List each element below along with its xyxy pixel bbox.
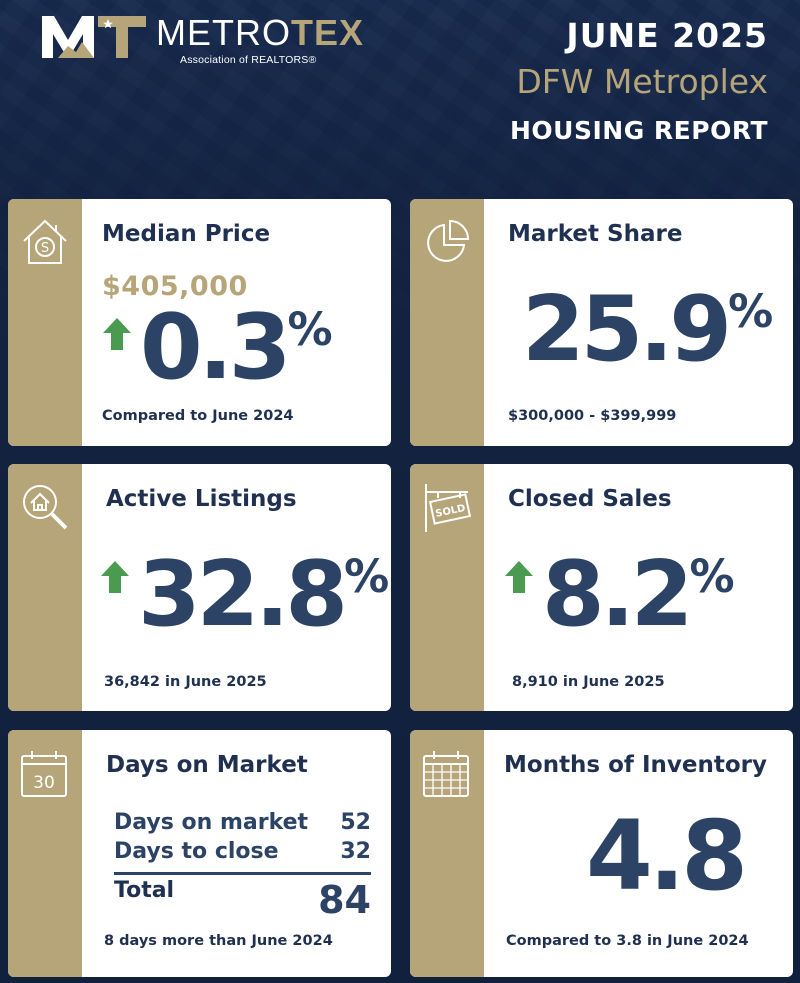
- percent-sign: %: [689, 550, 735, 603]
- report-month: JUNE 2025: [566, 16, 768, 55]
- median-price-value: $405,000: [102, 271, 248, 302]
- active-listings-card: Active Listings 32.8% 36,842 in June 202…: [8, 464, 391, 711]
- median-price-change-number: 0.3: [140, 295, 291, 400]
- closed-sales-card: SOLD Closed Sales 8.2% 8,910 in June 202…: [410, 464, 793, 711]
- active-listings-note: 36,842 in June 2025: [104, 674, 267, 690]
- closed-sales-change: 8.2%: [542, 550, 735, 640]
- active-listings-change-number: 32.8: [138, 542, 348, 647]
- metrotex-logo: METROTEX Association of REALTORS®: [38, 10, 378, 66]
- market-share-number: 25.9: [522, 277, 732, 382]
- median-price-note: Compared to June 2024: [102, 408, 294, 424]
- market-share-value: 25.9%: [522, 285, 773, 375]
- market-share-title: Market Share: [508, 221, 683, 247]
- dom-row-label: Days on market: [114, 810, 309, 835]
- days-on-market-card: 30 Days on Market Days on market 52 Days…: [8, 730, 391, 977]
- closed-sales-note: 8,910 in June 2025: [512, 674, 665, 690]
- card-stripe: [410, 730, 484, 977]
- card-stripe: [410, 464, 484, 711]
- dom-total-value: 84: [318, 878, 371, 922]
- median-price-title: Median Price: [102, 221, 271, 247]
- card-stripe: [8, 730, 82, 977]
- pie-chart-icon: [427, 219, 470, 262]
- calendar-day-text: 30: [33, 773, 55, 793]
- dom-row-days-on-market: Days on market 52: [114, 810, 371, 835]
- percent-sign: %: [728, 285, 774, 338]
- dom-total-label: Total: [114, 878, 175, 903]
- active-listings-change: 32.8%: [138, 550, 389, 640]
- market-share-card: Market Share 25.9% $300,000 - $399,999: [410, 199, 793, 446]
- market-share-range: $300,000 - $399,999: [508, 408, 677, 424]
- active-listings-title: Active Listings: [106, 486, 297, 512]
- report-region: DFW Metroplex: [516, 62, 768, 101]
- closed-sales-change-number: 8.2: [542, 542, 693, 647]
- up-arrow-icon: [505, 561, 533, 593]
- dom-row-days-to-close: Days to close 32: [114, 839, 371, 864]
- months-of-inventory-title: Months of Inventory: [504, 752, 767, 778]
- card-stripe: [410, 199, 484, 446]
- percent-sign: %: [287, 303, 333, 356]
- logo-word-tex: TEX: [291, 12, 365, 53]
- dom-row-label: Days to close: [114, 839, 279, 864]
- percent-sign: %: [344, 550, 390, 603]
- mt-logo-mark-icon: [42, 16, 146, 58]
- sold-sign-icon: SOLD: [425, 484, 472, 532]
- house-search-icon: [23, 485, 68, 530]
- days-on-market-title: Days on Market: [106, 752, 308, 778]
- median-price-card: S Median Price $405,000 0.3% Compared to…: [8, 199, 391, 446]
- calendar-30-icon: 30: [21, 751, 67, 797]
- logo-wordmark: METROTEX: [156, 12, 364, 54]
- dom-total-divider: [114, 872, 371, 875]
- up-arrow-icon: [101, 561, 129, 593]
- logo-subtitle: Association of REALTORS®: [180, 54, 317, 66]
- svg-text:S: S: [41, 241, 49, 256]
- months-of-inventory-value: 4.8: [586, 800, 748, 912]
- logo-word-metro: METRO: [156, 12, 291, 53]
- months-of-inventory-note: Compared to 3.8 in June 2024: [506, 933, 749, 949]
- house-dollar-icon: S: [23, 219, 67, 264]
- up-arrow-icon: [103, 318, 131, 350]
- median-price-change: 0.3%: [140, 303, 333, 393]
- closed-sales-title: Closed Sales: [508, 486, 672, 512]
- dom-row-value: 32: [340, 839, 371, 864]
- report-title: HOUSING REPORT: [509, 116, 768, 145]
- dom-row-value: 52: [340, 810, 371, 835]
- days-on-market-note: 8 days more than June 2024: [104, 933, 333, 949]
- report-header: METROTEX Association of REALTORS® JUNE 2…: [0, 0, 800, 190]
- calendar-grid-icon: [423, 751, 469, 797]
- months-of-inventory-card: Months of Inventory 4.8 Compared to 3.8 …: [410, 730, 793, 977]
- card-stripe: [8, 199, 82, 446]
